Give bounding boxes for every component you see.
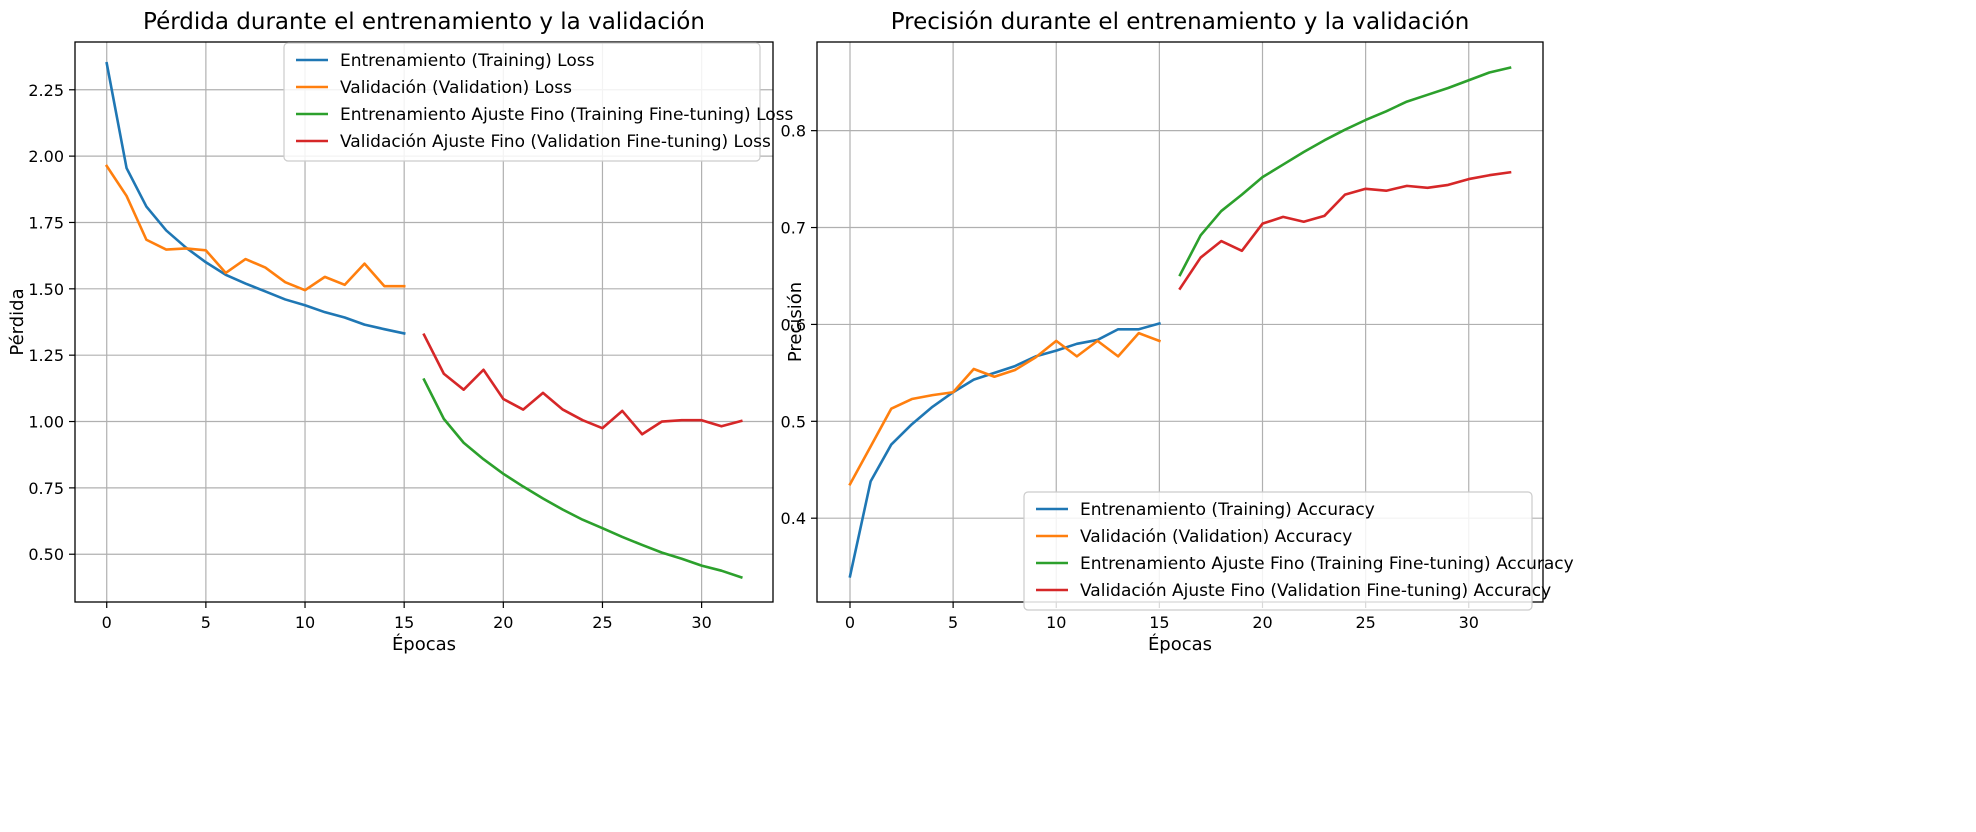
legend-label-4: Validación Ajuste Fino (Validation Fine-… xyxy=(340,132,771,152)
y-tick-label: 0.75 xyxy=(28,479,64,498)
chart-title: Precisión durante el entrenamiento y la … xyxy=(891,9,1470,35)
x-tick-label: 5 xyxy=(948,613,958,632)
series-line-2 xyxy=(104,164,406,292)
series-line-4 xyxy=(1178,170,1512,291)
x-tick-label: 25 xyxy=(1355,613,1375,632)
series-line-1 xyxy=(105,61,406,335)
y-tick-label: 2.25 xyxy=(28,81,64,100)
x-tick-label: 5 xyxy=(201,613,211,632)
x-axis-label: Épocas xyxy=(392,633,456,655)
x-tick-label: 30 xyxy=(1459,613,1479,632)
legend: Entrenamiento (Training) Accuracy Validac… xyxy=(1023,491,1574,611)
legend-label-3: Entrenamiento Ajuste Fino (Training Fine… xyxy=(340,105,794,125)
y-tick-label: 1.50 xyxy=(28,280,64,299)
x-tick-label: 10 xyxy=(295,613,315,632)
axes-frame xyxy=(74,41,774,603)
x-tick-label: 0 xyxy=(845,613,855,632)
x-tick-label: 30 xyxy=(691,613,711,632)
x-axis-label: Épocas xyxy=(1148,633,1212,655)
legend-label-2: Validación (Validation) Loss xyxy=(340,78,572,98)
x-tick-label: 20 xyxy=(1252,613,1272,632)
y-tick-label: 0.8 xyxy=(781,122,806,141)
y-axis-label: Precisión xyxy=(785,282,806,362)
x-tick-label: 10 xyxy=(1046,613,1066,632)
legend-label-4: Validación Ajuste Fino (Validation Fine-… xyxy=(1080,581,1551,601)
y-axis-label: Pérdida xyxy=(7,288,28,355)
x-tick-label: 0 xyxy=(102,613,112,632)
chart-title: Pérdida durante el entrenamiento y la va… xyxy=(143,9,705,35)
series-line-3 xyxy=(1178,66,1512,277)
y-tick-label: 0.50 xyxy=(28,545,64,564)
x-tick-label: 20 xyxy=(493,613,513,632)
y-tick-label: 0.4 xyxy=(781,509,806,528)
y-tick-label: 0.5 xyxy=(781,412,806,431)
series-line-1 xyxy=(848,321,1161,578)
legend-box xyxy=(283,42,761,162)
x-tick-label: 15 xyxy=(394,613,414,632)
legend-label-1: Entrenamiento (Training) Loss xyxy=(340,51,595,71)
y-tick-label: 1.75 xyxy=(28,213,64,232)
x-tick-label: 25 xyxy=(592,613,612,632)
legend-label-3: Entrenamiento Ajuste Fino (Training Fine… xyxy=(1080,554,1574,574)
legend: Entrenamiento (Training) Loss Validación … xyxy=(283,42,794,162)
legend-label-2: Validación (Validation) Accuracy xyxy=(1080,527,1352,547)
y-tick-label: 0.7 xyxy=(781,219,806,238)
legend-label-1: Entrenamiento (Training) Accuracy xyxy=(1080,500,1375,520)
y-tick-label: 2.00 xyxy=(28,147,64,166)
y-tick-label: 0.6 xyxy=(781,315,806,334)
y-tick-label: 1.00 xyxy=(28,413,64,432)
x-tick-label: 15 xyxy=(1149,613,1169,632)
legend-box xyxy=(1023,491,1533,611)
series-line-3 xyxy=(422,377,743,579)
chart-2: 0 5 10 15 20 25 30 0.4 0.5 0.6 0.7 0.8 Precisión dur… xyxy=(781,9,1574,655)
chart-1: 0 5 10 15 20 25 30 0.50 0.75 1.00 1.25 1.50 1.75 2.00… xyxy=(7,9,794,655)
y-tick-label: 1.25 xyxy=(28,346,64,365)
series-line-2 xyxy=(848,331,1162,487)
series-line-4 xyxy=(422,332,743,436)
